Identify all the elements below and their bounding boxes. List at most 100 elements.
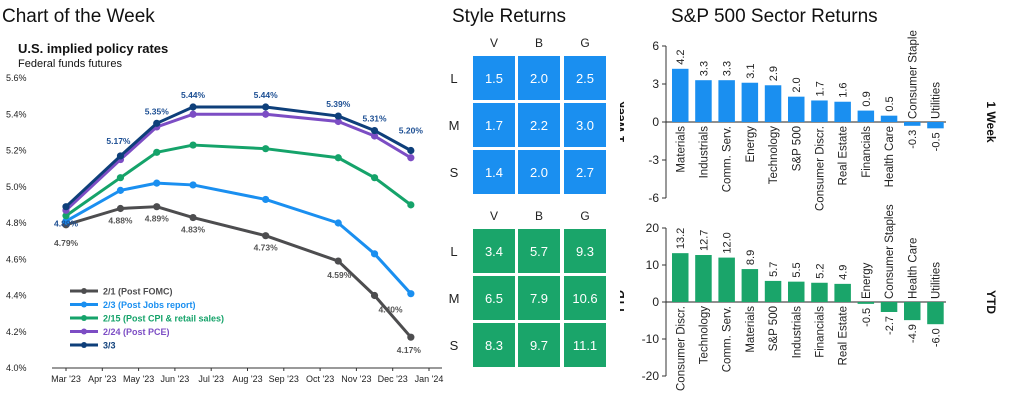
y-tick-label: 20: [646, 221, 660, 235]
bar-category-label: Financials: [861, 126, 873, 178]
series-point: [116, 174, 125, 182]
bar-category-label: Materials: [745, 306, 757, 353]
series-point: [262, 103, 270, 111]
style-cell-value: 2.0: [530, 165, 548, 180]
bar: [904, 122, 921, 126]
series-point: [370, 174, 379, 182]
y-tick-label: 5.2%: [6, 146, 27, 156]
y-tick-label: 5.0%: [6, 182, 27, 192]
legend-dot: [81, 301, 87, 308]
y-tick-label: 0: [652, 115, 659, 129]
bar-category-label: Consumer Staples: [884, 204, 896, 299]
x-tick-label: Jan '24: [415, 374, 444, 384]
bar-category-label: Real Estate: [838, 306, 850, 365]
y-tick-label: 5.6%: [6, 73, 27, 83]
style-cell-value: 1.4: [485, 165, 503, 180]
style-cell-value: 3.0: [576, 118, 594, 133]
x-tick-label: Dec '23: [378, 374, 408, 384]
y-tick-label: 10: [646, 258, 660, 272]
style-cell: [473, 229, 515, 273]
bar-value-label: 3.3: [698, 61, 710, 76]
bar: [834, 101, 851, 122]
series-point: [334, 219, 342, 227]
x-tick-label: Jul '23: [198, 374, 224, 384]
bar: [880, 115, 898, 122]
bar-value-label: -0.3: [907, 130, 919, 149]
style-cell: [564, 150, 606, 194]
series-point: [262, 110, 270, 118]
x-tick-label: May '23: [123, 374, 154, 384]
style-cell-value: 9.3: [576, 244, 594, 259]
bar-value-label: 1.6: [838, 82, 850, 97]
style-cell-value: 1.7: [485, 118, 503, 133]
style-cell-value: 2.0: [530, 71, 548, 86]
bar: [741, 269, 759, 302]
style-column-header: V: [490, 36, 498, 50]
series-point: [153, 203, 161, 211]
y-tick-label: 4.0%: [6, 363, 27, 373]
style-cell-value: 3.4: [485, 244, 503, 259]
bar: [880, 302, 898, 312]
bar: [695, 255, 712, 302]
series-point: [407, 146, 415, 155]
bar-category-label: Comm. Serv.: [722, 306, 734, 372]
bar-value-label: 2.9: [768, 66, 780, 81]
style-cell-value: 1.5: [485, 71, 503, 86]
series-point: [116, 204, 125, 213]
bar: [857, 302, 875, 304]
y-tick-label: -3: [648, 153, 659, 167]
y-tick-label: 0: [652, 295, 659, 309]
bar: [695, 80, 712, 122]
y-tick-label: -6: [648, 191, 659, 205]
bar-value-label: 8.9: [745, 250, 757, 265]
bar-value-label: -0.5: [930, 132, 942, 151]
bar-value-label: 0.5: [884, 96, 896, 111]
style-row-header: M: [449, 291, 460, 306]
series-point: [334, 257, 342, 265]
bar-value-label: 2.0: [791, 77, 803, 92]
style-cell-value: 6.5: [485, 291, 503, 306]
y-tick-label: -20: [642, 369, 660, 383]
legend-dot: [81, 288, 87, 294]
series-point: [189, 141, 197, 149]
bar-value-label: 12.0: [722, 232, 734, 253]
bar-category-label: Health Care: [884, 126, 896, 187]
style-cell: [473, 103, 515, 147]
panel-side-label: YTD: [984, 290, 998, 314]
bar-value-label: 3.1: [745, 63, 757, 78]
policy-rates-line-chart: 4.0% 4.2% 4.4% 4.6% 4.8% 5.0% 5.2% 5.4% 5.6% Mar …: [6, 73, 444, 384]
series-point: [189, 110, 197, 118]
panel-side-label-left: 1 Week: [620, 101, 627, 142]
bar-value-label: -6.0: [930, 328, 942, 347]
y-tick-label: 4.2%: [6, 327, 27, 337]
bar-category-label: Utilities: [930, 262, 942, 299]
annotation-label: 4.79%: [54, 238, 79, 248]
series-point: [370, 291, 379, 300]
style-cell-value: 2.2: [530, 118, 548, 133]
bar: [811, 282, 828, 302]
bar-category-label: Consumer Discr.: [814, 126, 826, 211]
bar-value-label: -2.7: [884, 316, 896, 335]
annotation-label: 5.39%: [326, 99, 351, 109]
bar: [764, 85, 782, 122]
bar-value-label: -0.5: [861, 308, 873, 327]
series-line: [65, 181, 412, 295]
bar-category-label: Financials: [814, 306, 826, 358]
legend-dot: [81, 328, 87, 335]
style-cell: [473, 150, 515, 194]
style-column-header: G: [580, 36, 589, 50]
panel-side-label-left: YTD: [620, 290, 627, 314]
legend-label: 2/3 (Post Jobs report): [103, 300, 196, 310]
bar-category-label: Consumer Discr.: [675, 306, 687, 391]
series-point: [153, 119, 161, 127]
series-point: [62, 212, 70, 220]
annotation-label: 4.59%: [327, 270, 352, 280]
bar-category-label: Health Care: [907, 238, 919, 299]
legend-dot: [81, 342, 87, 348]
bar-value-label: 5.7: [768, 262, 780, 277]
bar: [764, 280, 782, 302]
annotation-label: 4.89%: [145, 214, 170, 224]
chart-of-week-title: Chart of the Week: [2, 6, 155, 27]
style-cell: [518, 56, 560, 100]
annotation-label: 4.17%: [397, 345, 422, 355]
